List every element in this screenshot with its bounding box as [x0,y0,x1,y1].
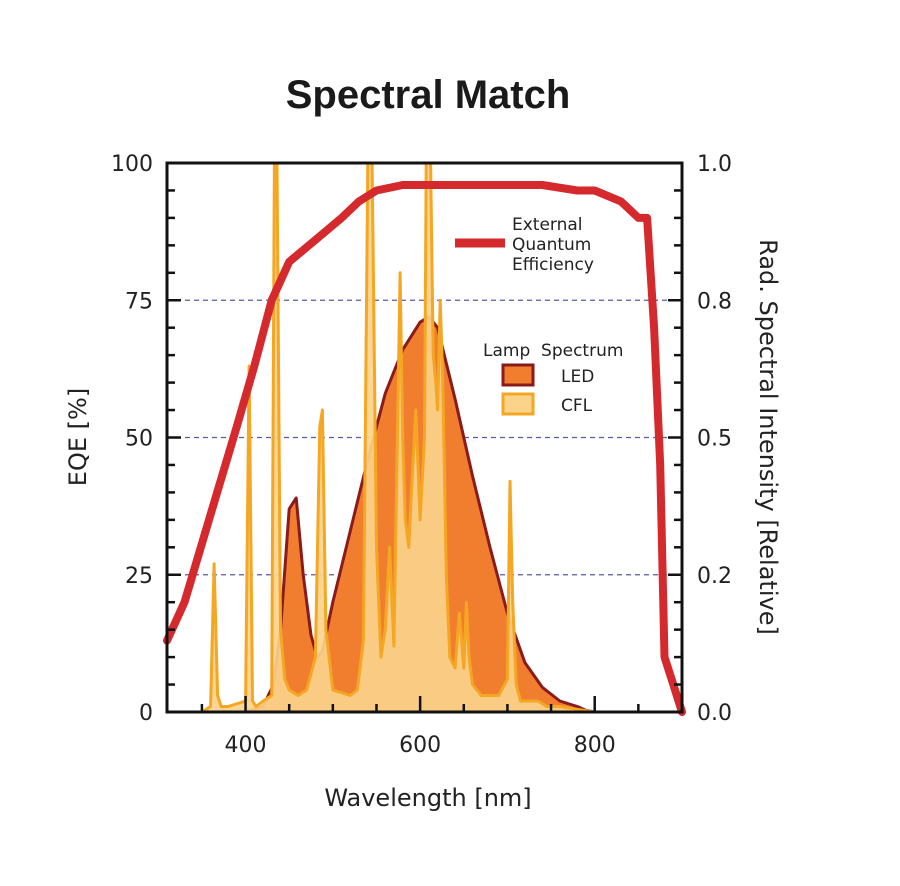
y-left-tick-label: 100 [111,152,153,177]
x-axis-label: Wavelength [nm] [324,784,531,812]
eqe-series [163,181,686,716]
y-left-tick-label: 75 [125,289,153,314]
eqe-line [163,181,686,716]
y-left-tick-label: 25 [125,564,153,589]
cfl-area [200,163,597,712]
x-tick-label: 600 [399,733,441,758]
y-axis-left-label: EQE [%] [64,388,92,486]
legend-eqe-line2: Quantum [512,235,591,255]
legend-lamp-title: Lamp Spectrum [483,341,623,361]
axis-ticks [167,161,684,714]
y-right-tick-label: 0.5 [697,427,732,452]
x-tick-label: 400 [225,733,267,758]
y-right-tick-label: 0.2 [697,564,732,589]
legend-eqe-line1: External [512,215,583,235]
legend-led-swatch [501,363,535,387]
legend-cfl-label: CFL [561,396,593,416]
y-left-tick-label: 0 [139,701,153,726]
y-right-tick-label: 1.0 [697,152,732,177]
gridlines [167,299,682,576]
y-axis-right-label: Rad. Spectral Intensity [Relative] [754,239,782,635]
tick-labels: 0 0.0 25 0.2 50 0.5 75 0.8 100 1.0 400 600 800 [111,152,732,758]
legend: External Quantum Efficiency Lamp Spectru… [455,215,623,416]
y-left-tick-label: 50 [125,427,153,452]
legend-cfl-swatch [501,392,535,416]
cfl-series [200,163,597,712]
y-right-tick-label: 0.0 [697,701,732,726]
legend-led-label: LED [561,367,594,387]
x-tick-label: 800 [574,733,616,758]
y-right-tick-label: 0.8 [697,289,732,314]
chart-title: Spectral Match [286,73,571,117]
legend-eqe-line3: Efficiency [512,255,594,275]
